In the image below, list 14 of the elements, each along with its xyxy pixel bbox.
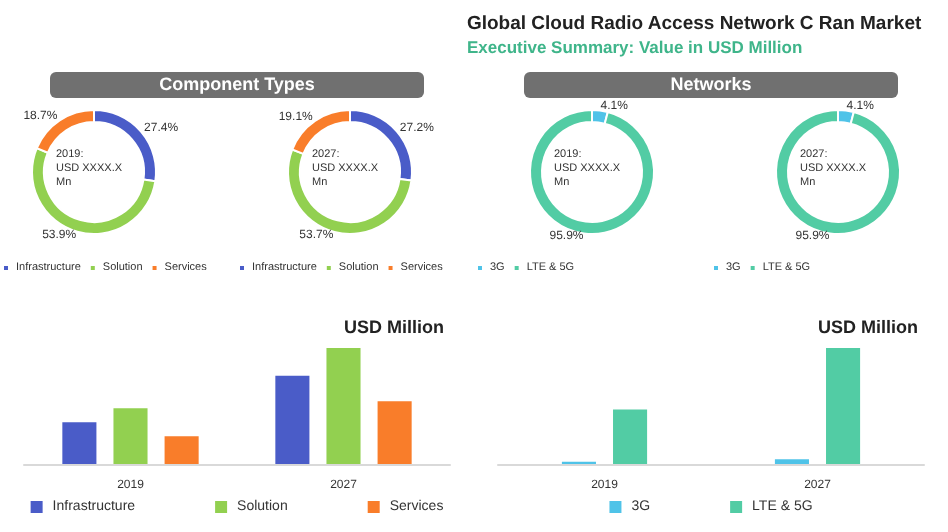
bar — [113, 408, 148, 464]
text: Executive Summary: Value in USD Million — [466, 37, 803, 57]
bar — [826, 348, 861, 464]
bar — [326, 348, 361, 464]
chart-title: Component Types — [50, 72, 424, 98]
text: Networks — [524, 72, 898, 98]
chart-title: USD Million — [818, 317, 919, 337]
text: Global Cloud Radio Access Network C Ran Market — [466, 13, 923, 35]
bar — [613, 409, 648, 464]
chart-title: USD Million — [344, 317, 445, 337]
bar — [275, 375, 310, 464]
bar — [62, 422, 97, 464]
bar — [164, 436, 199, 464]
bar — [377, 401, 412, 464]
